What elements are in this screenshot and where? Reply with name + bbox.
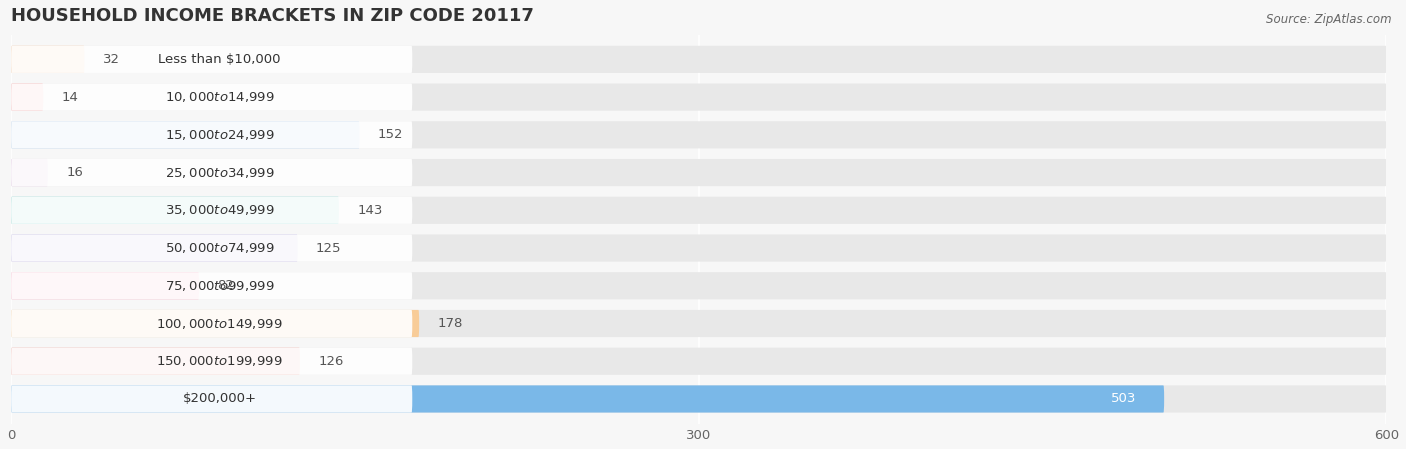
FancyBboxPatch shape [11,234,298,262]
Text: $35,000 to $49,999: $35,000 to $49,999 [165,203,274,217]
FancyBboxPatch shape [11,310,412,337]
FancyBboxPatch shape [11,385,1386,413]
Text: 125: 125 [316,242,342,255]
FancyBboxPatch shape [11,46,84,73]
FancyBboxPatch shape [11,272,412,299]
Text: $150,000 to $199,999: $150,000 to $199,999 [156,354,283,368]
FancyBboxPatch shape [11,272,1386,299]
FancyBboxPatch shape [11,46,1386,73]
FancyBboxPatch shape [11,84,44,111]
Text: HOUSEHOLD INCOME BRACKETS IN ZIP CODE 20117: HOUSEHOLD INCOME BRACKETS IN ZIP CODE 20… [11,7,534,25]
FancyBboxPatch shape [11,348,299,375]
FancyBboxPatch shape [11,197,1386,224]
Text: 503: 503 [1111,392,1136,405]
Text: $200,000+: $200,000+ [183,392,257,405]
Text: 152: 152 [378,128,404,141]
FancyBboxPatch shape [11,121,360,149]
Text: $25,000 to $34,999: $25,000 to $34,999 [165,166,274,180]
FancyBboxPatch shape [11,121,412,149]
FancyBboxPatch shape [11,84,1386,111]
Text: $75,000 to $99,999: $75,000 to $99,999 [165,279,274,293]
Text: $15,000 to $24,999: $15,000 to $24,999 [165,128,274,142]
Text: 126: 126 [318,355,343,368]
FancyBboxPatch shape [11,197,412,224]
FancyBboxPatch shape [11,84,412,111]
Text: $100,000 to $149,999: $100,000 to $149,999 [156,317,283,330]
FancyBboxPatch shape [11,385,1164,413]
Text: 14: 14 [62,91,79,104]
FancyBboxPatch shape [11,310,1386,337]
FancyBboxPatch shape [11,197,339,224]
FancyBboxPatch shape [11,234,1386,262]
FancyBboxPatch shape [11,46,412,73]
FancyBboxPatch shape [11,348,412,375]
Text: Source: ZipAtlas.com: Source: ZipAtlas.com [1267,13,1392,26]
Text: 178: 178 [437,317,463,330]
Text: $10,000 to $14,999: $10,000 to $14,999 [165,90,274,104]
FancyBboxPatch shape [11,385,412,413]
Text: 32: 32 [103,53,120,66]
FancyBboxPatch shape [11,272,200,299]
FancyBboxPatch shape [11,234,412,262]
FancyBboxPatch shape [11,310,419,337]
Text: 82: 82 [218,279,235,292]
Text: 16: 16 [66,166,83,179]
FancyBboxPatch shape [11,159,1386,186]
Text: Less than $10,000: Less than $10,000 [159,53,281,66]
FancyBboxPatch shape [11,348,1386,375]
FancyBboxPatch shape [11,159,48,186]
Text: 143: 143 [357,204,382,217]
Text: $50,000 to $74,999: $50,000 to $74,999 [165,241,274,255]
FancyBboxPatch shape [11,159,412,186]
FancyBboxPatch shape [11,121,1386,149]
